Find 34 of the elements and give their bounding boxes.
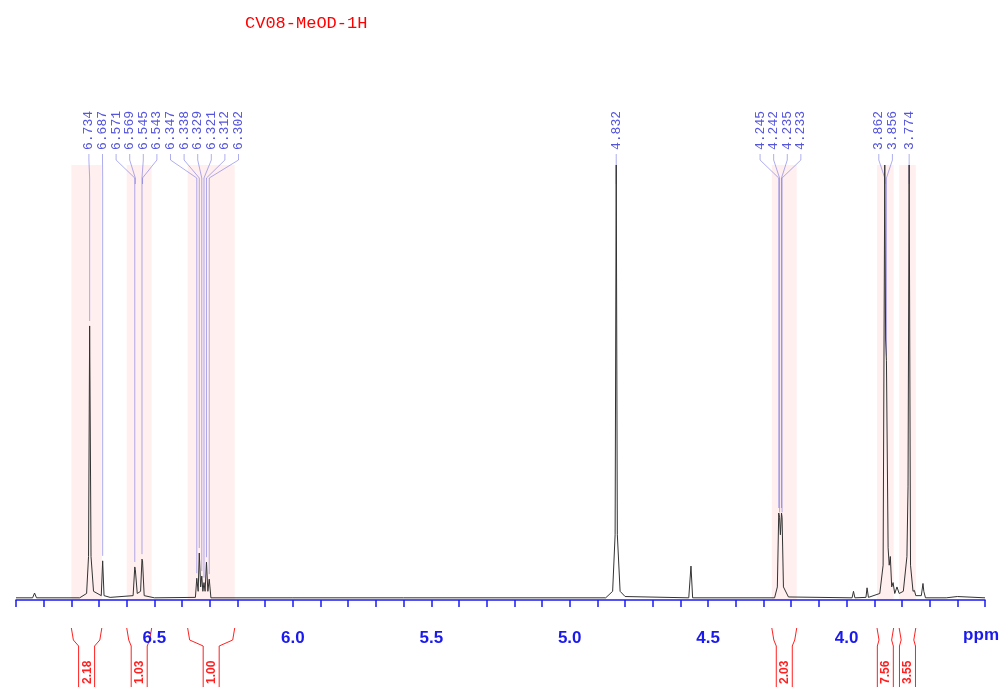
annotation: 6.302 <box>231 110 246 150</box>
chart-title: CV08-MeOD-1H <box>245 14 368 33</box>
annotation: 4.235 <box>779 110 795 150</box>
annotation: 3.856 <box>884 110 900 150</box>
annotation: 6.321 <box>203 110 219 150</box>
annotation: 6.347 <box>163 110 178 150</box>
annotation: 6.545 <box>135 110 151 150</box>
annotation: 6.571 <box>108 110 124 150</box>
annotation: 6.329 <box>190 110 206 150</box>
annotation: 6.569 <box>122 110 138 150</box>
annotation: 6.338 <box>176 110 192 150</box>
x-tick-label: 5.5 <box>419 628 444 647</box>
x-tick-label: 5.0 <box>557 628 582 647</box>
annotation: 6.312 <box>217 110 233 150</box>
band-label: 7.56 <box>878 660 893 684</box>
x-axis-title: ppm <box>963 625 1000 644</box>
x-tick-label: 6.0 <box>281 628 305 647</box>
annotation: 6.734 <box>81 110 97 150</box>
band-label: 2.18 <box>79 660 94 684</box>
x-tick-label: 6.5 <box>142 628 167 647</box>
annotation: 3.774 <box>901 110 917 150</box>
annotation: 3.862 <box>871 110 887 150</box>
annotation: 4.832 <box>608 110 624 150</box>
annotation: 4.242 <box>766 110 782 150</box>
band-label: 1.03 <box>132 660 147 684</box>
x-tick-label: 4.5 <box>696 628 720 647</box>
band-label: 2.03 <box>777 660 792 684</box>
annotation: 4.245 <box>752 110 768 150</box>
band-label: 3.55 <box>900 660 915 684</box>
band-label: 1.00 <box>204 660 219 684</box>
annotation: 6.543 <box>149 110 165 150</box>
x-tick-label: 4.0 <box>834 628 859 647</box>
annotation: 6.687 <box>95 110 110 150</box>
annotation: 4.233 <box>793 110 809 150</box>
